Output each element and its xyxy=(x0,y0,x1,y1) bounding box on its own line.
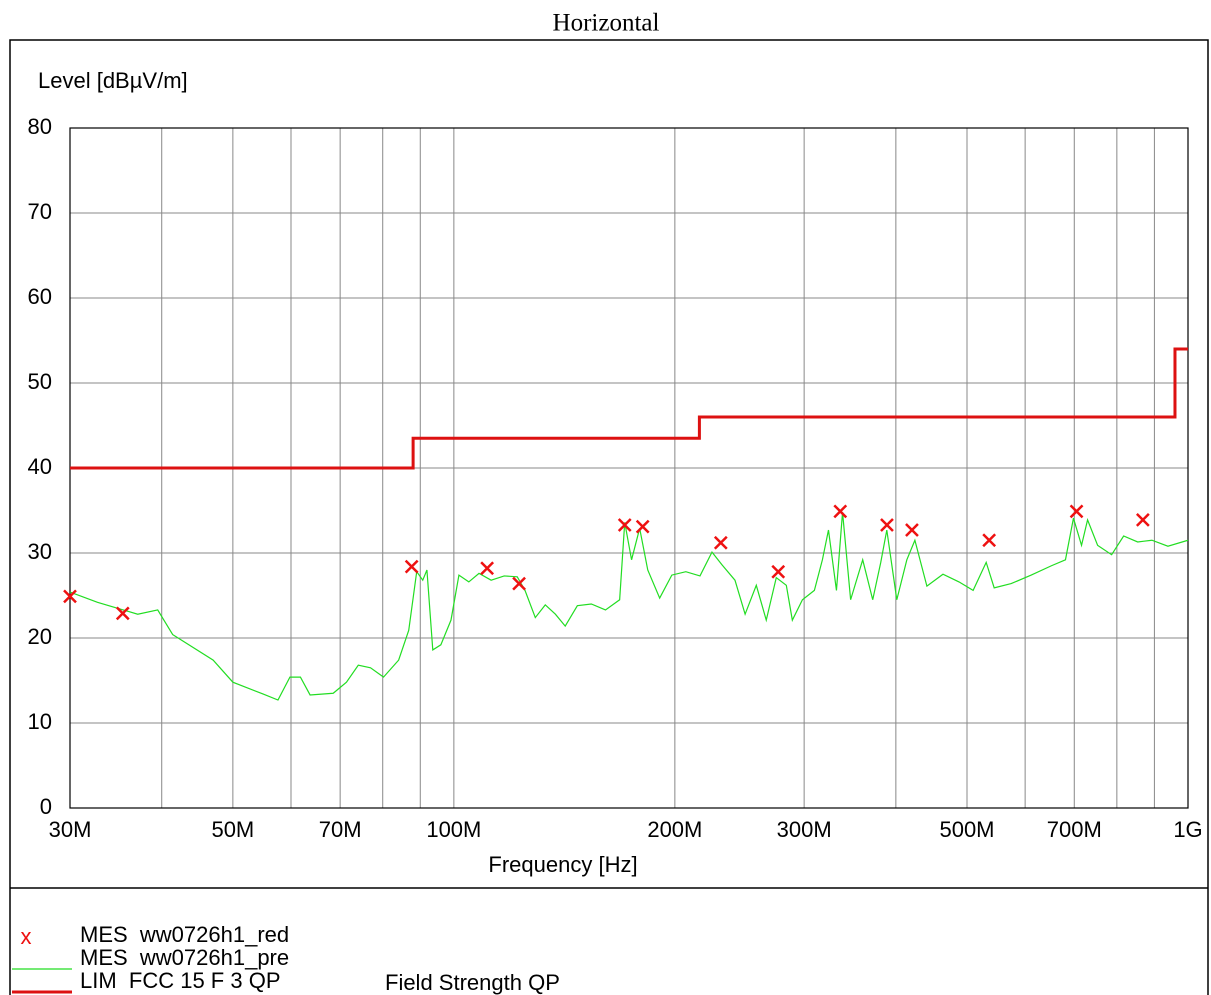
x-tick-label: 50M xyxy=(211,817,254,842)
y-tick-label: 40 xyxy=(28,454,52,479)
marker xyxy=(713,535,728,550)
marker xyxy=(617,518,632,532)
y-tick-label: 20 xyxy=(28,624,52,649)
marker xyxy=(880,518,894,532)
legend-label: MES ww0726h1_red xyxy=(80,922,289,947)
x-tick-label: 500M xyxy=(939,817,994,842)
x-tick-label: 70M xyxy=(319,817,362,842)
y-tick-label: 0 xyxy=(40,794,52,819)
legend-label: LIM FCC 15 F 3 QP xyxy=(80,968,281,993)
x-tick-label: 30M xyxy=(49,817,92,842)
x-tick-label: 100M xyxy=(426,817,481,842)
legend-label: MES ww0726h1_pre xyxy=(80,945,289,970)
marker xyxy=(1069,504,1084,519)
series-line xyxy=(69,512,1189,701)
marker xyxy=(1135,512,1150,527)
legend-marker: x xyxy=(21,924,32,949)
marker xyxy=(63,589,77,604)
marker xyxy=(404,559,419,574)
y-axis-label: Level [dBµV/m] xyxy=(38,68,188,93)
y-tick-label: 80 xyxy=(28,114,52,139)
marker xyxy=(833,504,848,519)
y-tick-label: 10 xyxy=(28,709,52,734)
legend-description: Field Strength QP xyxy=(385,970,560,995)
x-axis-label: Frequency [Hz] xyxy=(488,852,637,877)
y-tick-label: 50 xyxy=(28,369,52,394)
series-line xyxy=(70,347,1188,470)
marker xyxy=(115,606,130,621)
y-tick-label: 60 xyxy=(28,284,52,309)
frame xyxy=(9,39,1209,995)
marker xyxy=(982,533,997,548)
marker xyxy=(512,576,526,591)
marker xyxy=(635,519,650,534)
x-tick-label: 1G xyxy=(1173,817,1202,842)
x-tick-label: 200M xyxy=(647,817,702,842)
y-tick-label: 70 xyxy=(28,199,52,224)
marker xyxy=(905,523,919,537)
marker xyxy=(480,561,495,576)
y-tick-label: 30 xyxy=(28,539,52,564)
x-tick-label: 700M xyxy=(1047,817,1102,842)
chart-title: Horizontal xyxy=(553,10,660,37)
marker xyxy=(771,564,786,579)
x-tick-label: 300M xyxy=(777,817,832,842)
